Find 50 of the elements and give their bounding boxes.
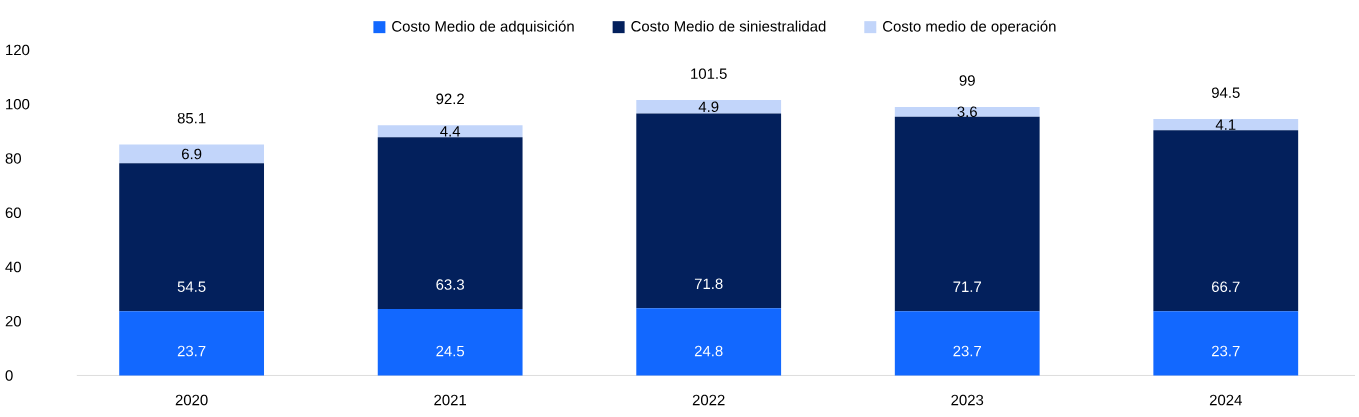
data-label: 24.8 [694, 345, 723, 357]
bar [636, 307, 782, 376]
legend-label: Costo Medio de siniestralidad [631, 20, 826, 32]
x-tick-label: 2021 [434, 394, 467, 406]
data-label: 4.1 [1215, 119, 1236, 130]
y-tick-label: 40 [5, 261, 21, 273]
x-tick-label: 2024 [1209, 394, 1242, 406]
bar [377, 137, 523, 309]
y-tick-label: 100 [6, 98, 30, 110]
y-tick-label: 0 [5, 369, 13, 381]
bar [1153, 130, 1299, 311]
y-tick-label: 60 [5, 207, 21, 218]
bar [377, 308, 523, 376]
bar [1153, 310, 1299, 376]
bar [119, 144, 265, 164]
bar [894, 310, 1040, 376]
total-label: 99 [959, 74, 975, 86]
data-label: 3.6 [957, 106, 977, 117]
data-label: 71.7 [953, 281, 981, 292]
legend-label: Costo medio de operación [883, 20, 1056, 35]
total-label: 92.2 [436, 93, 464, 104]
data-label: 54.5 [177, 281, 206, 292]
total-label: 94.5 [1211, 87, 1240, 98]
total-label: 85.1 [177, 112, 206, 124]
bar [377, 125, 523, 138]
x-tick-label: 2022 [692, 394, 725, 406]
data-label: 23.7 [177, 345, 206, 357]
bar [119, 310, 265, 376]
bar [636, 113, 782, 308]
x-tick-label: 2023 [951, 394, 984, 406]
data-label: 66.7 [1212, 281, 1240, 292]
data-label: 4.9 [698, 101, 719, 112]
total-label: 101.5 [691, 68, 727, 79]
data-label: 24.5 [436, 345, 465, 357]
bar [636, 99, 782, 114]
bar [119, 163, 265, 311]
data-label: 4.4 [440, 125, 461, 137]
y-tick-label: 120 [6, 44, 30, 55]
bar [894, 106, 1040, 117]
y-tick-label: 80 [5, 152, 21, 164]
bar [1153, 118, 1299, 131]
data-label: 63.3 [436, 279, 465, 290]
data-label: 23.7 [953, 345, 981, 357]
y-tick-label: 20 [5, 315, 21, 327]
legend-label: Costo Medio de adquisición [392, 20, 574, 35]
data-label: 71.8 [694, 278, 723, 289]
data-label: 23.7 [1212, 345, 1240, 357]
x-tick-label: 2020 [175, 394, 208, 406]
data-label: 6.9 [182, 148, 202, 160]
bar [894, 116, 1040, 311]
